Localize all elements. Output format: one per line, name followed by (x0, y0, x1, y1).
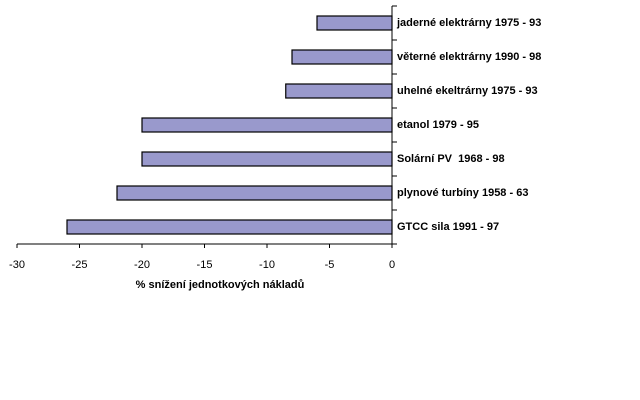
y-tick-label: GTCC sila 1991 - 97 (397, 221, 499, 233)
bar (141, 117, 393, 133)
x-tick-label: 0 (389, 259, 395, 271)
y-tick-label: jaderné elektrárny 1975 - 93 (396, 17, 541, 29)
y-tick-label: plynové turbíny 1958 - 63 (397, 187, 528, 199)
x-tick-label: -30 (9, 259, 25, 271)
y-tick-label: věterné elektrárny 1990 - 98 (397, 51, 541, 63)
x-axis-label: % snížení jednotkových nákladů (136, 279, 305, 291)
x-tick-label: -15 (197, 259, 213, 271)
x-tick-label: -10 (259, 259, 275, 271)
bar (285, 83, 393, 99)
bar (116, 185, 393, 201)
x-tick-label: -20 (134, 259, 150, 271)
bar (141, 151, 393, 167)
x-tick-label: -5 (325, 259, 335, 271)
x-tick-label: -25 (72, 259, 88, 271)
bar (291, 49, 393, 65)
y-tick-label: uhelné ekeltrárny 1975 - 93 (397, 85, 538, 97)
bar (316, 15, 393, 31)
y-tick-label: etanol 1979 - 95 (397, 119, 479, 131)
bar (66, 219, 393, 235)
y-tick-label: Solární PV 1968 - 98 (397, 153, 505, 165)
